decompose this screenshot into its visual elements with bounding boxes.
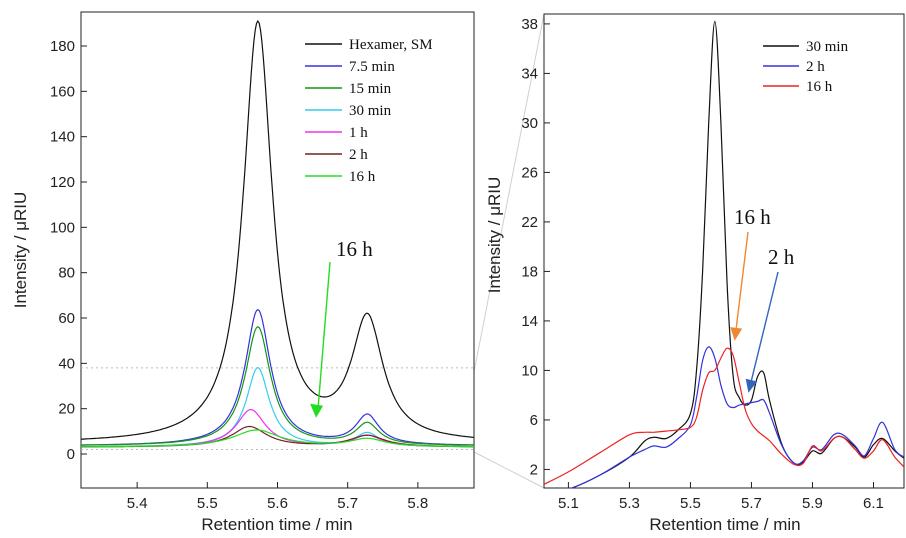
left-legend-label-16-h: 16 h xyxy=(349,169,376,185)
left-y-tick-label: 140 xyxy=(50,129,75,146)
right-y-tick-label: 6 xyxy=(530,412,538,429)
right-x-tick-label: 5.7 xyxy=(741,495,762,512)
right-annotation-arrow-head-16-h xyxy=(730,327,743,341)
left-x-axis-label: Retention time / min xyxy=(201,515,352,534)
left-y-tick-label: 120 xyxy=(50,174,75,191)
left-legend-label-1-h: 1 h xyxy=(349,125,368,141)
left-legend-label-30-min: 30 min xyxy=(349,103,392,119)
right-legend-label-2-h: 2 h xyxy=(806,59,825,75)
left-legend-label-7-5-min: 7.5 min xyxy=(349,59,395,75)
left-x-tick-label: 5.7 xyxy=(337,495,358,512)
right-y-tick-label: 34 xyxy=(521,65,538,82)
left-y-tick-label: 40 xyxy=(58,355,75,372)
left-x-tick-label: 5.6 xyxy=(267,495,288,512)
left-series-line-hexamer-sm xyxy=(80,19,475,440)
left-y-axis-label: Intensity / μRIU xyxy=(11,192,30,309)
right-y-tick-label: 38 xyxy=(521,16,538,33)
right-x-tick-label: 5.1 xyxy=(558,495,579,512)
left-annotation-arrow-head xyxy=(310,403,324,418)
left-y-tick-label: 20 xyxy=(58,401,75,418)
right-x-axis-label: Retention time / min xyxy=(649,515,800,534)
right-y-tick-label: 30 xyxy=(521,115,538,132)
right-y-tick-label: 14 xyxy=(521,313,538,330)
right-annotation-16-h: 16 h xyxy=(734,205,771,229)
left-series-line-15-min xyxy=(81,325,474,446)
left-annotation-arrow-line xyxy=(317,261,331,408)
right-series-line-16-h xyxy=(544,347,904,485)
right-y-tick-label: 26 xyxy=(521,164,538,181)
right-y-axis-label: Intensity / μRIU xyxy=(485,177,504,294)
left-x-tick-label: 5.8 xyxy=(407,495,428,512)
left-y-tick-label: 100 xyxy=(50,219,75,236)
right-y-tick-label: 2 xyxy=(530,461,538,478)
left-legend-label-hexamer-sm: Hexamer, SM xyxy=(349,37,433,53)
left-legend-label-2-h: 2 h xyxy=(349,147,368,163)
right-annotation-2-h: 2 h xyxy=(768,245,795,269)
right-annotation-arrow-line-16-h xyxy=(735,231,749,328)
left-y-tick-label: 0 xyxy=(67,446,75,463)
left-y-tick-label: 80 xyxy=(58,265,75,282)
left-chart-panel: 0 20 40 60 80 100 120 140 160 180 5.4 5.5 5.6 5.7 5.8… xyxy=(11,11,475,534)
right-legend-label-16-h: 16 h xyxy=(806,79,833,95)
right-x-tick-label: 5.3 xyxy=(619,495,640,512)
left-y-tick-label: 160 xyxy=(50,83,75,100)
left-x-tick-label: 5.5 xyxy=(197,495,218,512)
right-plot-frame xyxy=(543,13,905,489)
left-annotation-16h: 16 h xyxy=(336,237,373,261)
left-y-tick-label: 60 xyxy=(58,310,75,327)
left-y-tick-label: 180 xyxy=(50,38,75,55)
right-x-tick-label: 6.1 xyxy=(863,495,884,512)
right-series-line-2-h xyxy=(570,346,904,488)
left-series-line-7-5-min xyxy=(81,308,474,446)
zoom-connector-lines xyxy=(473,13,545,489)
right-x-tick-label: 5.5 xyxy=(680,495,701,512)
left-legend-label-15-min: 15 min xyxy=(349,81,392,97)
right-annotation-arrow-line-2-h xyxy=(750,271,779,381)
right-x-tick-label: 5.9 xyxy=(802,495,823,512)
right-legend-label-30-min: 30 min xyxy=(806,39,849,55)
right-y-tick-label: 10 xyxy=(521,362,538,379)
right-series-line-30-min xyxy=(570,20,904,488)
left-series-line-1-h xyxy=(81,409,474,448)
right-y-tick-label: 22 xyxy=(521,214,538,231)
left-series-line-16-h xyxy=(81,429,474,448)
right-y-tick-label: 18 xyxy=(521,263,538,280)
left-x-tick-label: 5.4 xyxy=(127,495,148,512)
right-annotation-arrow-head-2-h xyxy=(745,378,758,393)
